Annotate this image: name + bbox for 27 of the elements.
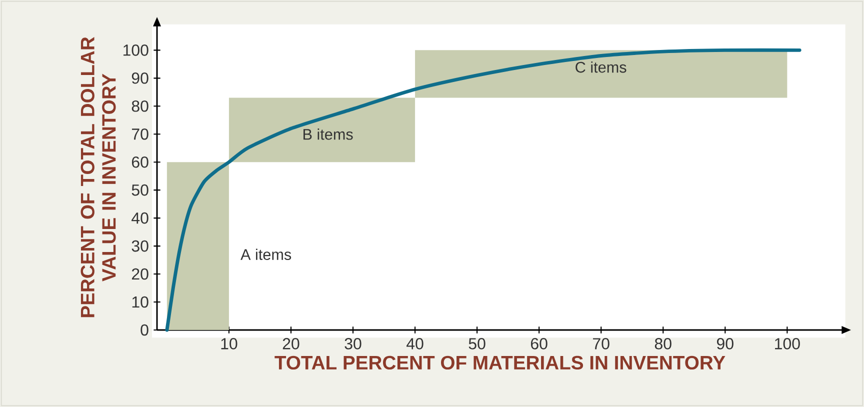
y-tick-label: 40 bbox=[132, 212, 148, 224]
y-axis-title: PERCENT OF TOTAL DOLLAR VALUE IN INVENTORY bbox=[80, 37, 116, 318]
x-tick-label: 50 bbox=[468, 338, 486, 350]
y-tick-label: 80 bbox=[132, 100, 148, 112]
x-tick-label: 10 bbox=[221, 338, 238, 350]
annotation: A items bbox=[240, 248, 292, 260]
x-tick-label: 30 bbox=[344, 338, 362, 350]
x-axis-title: TOTAL PERCENT OF MATERIALS IN INVENTORY bbox=[274, 356, 726, 370]
x-tick-label: 40 bbox=[406, 338, 424, 350]
x-tick-label: 80 bbox=[654, 338, 672, 350]
line-series bbox=[165, 48, 802, 332]
y-tick-label: 50 bbox=[132, 184, 148, 196]
y-tick-label: 70 bbox=[132, 128, 148, 140]
x-tick-label: 100 bbox=[775, 338, 800, 350]
y-tick-label: 10 bbox=[132, 296, 148, 308]
annotation: C items bbox=[576, 61, 626, 73]
y-tick-label: 30 bbox=[132, 240, 148, 252]
y-tick-label: 20 bbox=[132, 268, 148, 280]
x-tick-label: 70 bbox=[593, 338, 610, 350]
y-tick-label: 100 bbox=[123, 44, 148, 56]
y-tick-label: 0 bbox=[140, 324, 148, 336]
y-tick-label: 60 bbox=[132, 156, 148, 168]
y-tick-label: 90 bbox=[132, 72, 148, 84]
annotation: B items bbox=[304, 128, 353, 140]
x-tick-label: 90 bbox=[717, 338, 734, 350]
x-tick-label: 20 bbox=[282, 338, 300, 350]
x-tick-label: 60 bbox=[530, 338, 548, 350]
